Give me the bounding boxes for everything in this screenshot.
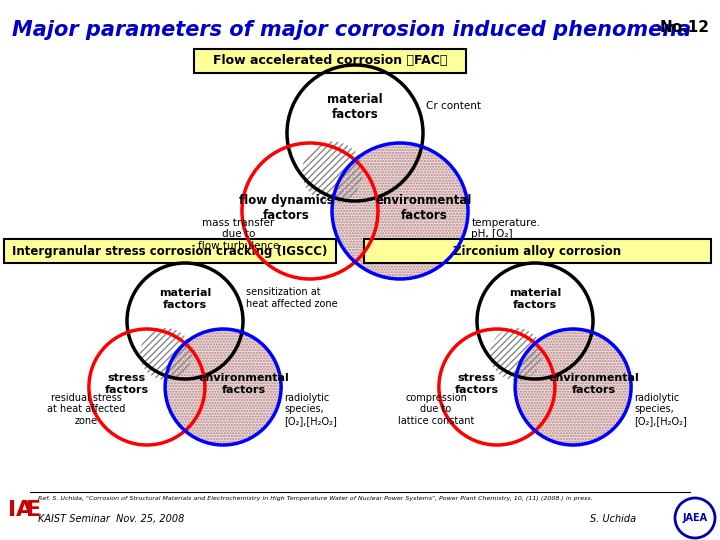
Text: sensitization at
heat affected zone: sensitization at heat affected zone xyxy=(246,287,338,308)
FancyBboxPatch shape xyxy=(4,239,336,263)
Text: No.12: No.12 xyxy=(660,20,710,35)
Circle shape xyxy=(332,143,468,279)
Text: Ref. S. Uchida, "Corrosion of Structural Materials and Electrochemistry in High : Ref. S. Uchida, "Corrosion of Structural… xyxy=(38,496,593,501)
Text: Flow accelerated corrosion （FAC）: Flow accelerated corrosion （FAC） xyxy=(213,55,447,68)
Circle shape xyxy=(515,329,631,445)
Text: radiolytic
species,
[O₂],[H₂O₂]: radiolytic species, [O₂],[H₂O₂] xyxy=(634,393,687,426)
Text: E: E xyxy=(26,500,41,520)
Text: Zirconium alloy corrosion: Zirconium alloy corrosion xyxy=(454,245,621,258)
Text: I: I xyxy=(8,500,16,520)
Text: environmental
factors: environmental factors xyxy=(198,373,289,395)
FancyBboxPatch shape xyxy=(194,49,466,73)
Text: S. Uchida: S. Uchida xyxy=(590,514,636,524)
Circle shape xyxy=(165,329,281,445)
Text: residual stress
at heat affected
zone: residual stress at heat affected zone xyxy=(47,393,125,426)
Text: KAIST Seminar  Nov. 25, 2008: KAIST Seminar Nov. 25, 2008 xyxy=(38,514,184,524)
Text: temperature.
pH, [O₂]: temperature. pH, [O₂] xyxy=(472,218,541,239)
Text: stress
factors: stress factors xyxy=(104,373,148,395)
Text: JAEA: JAEA xyxy=(683,513,708,523)
Text: Intergranular stress corrosion cracking (IGSCC): Intergranular stress corrosion cracking … xyxy=(12,245,328,258)
Text: material
factors: material factors xyxy=(327,93,383,121)
Text: radiolytic
species,
[O₂],[H₂O₂]: radiolytic species, [O₂],[H₂O₂] xyxy=(284,393,337,426)
Text: environmental
factors: environmental factors xyxy=(548,373,639,395)
Text: material
factors: material factors xyxy=(509,288,561,310)
Text: stress
factors: stress factors xyxy=(454,373,499,395)
Text: material
factors: material factors xyxy=(159,288,211,310)
FancyBboxPatch shape xyxy=(364,239,711,263)
Text: compression
due to
lattice constant: compression due to lattice constant xyxy=(398,393,474,426)
Text: A: A xyxy=(16,500,33,520)
Text: Cr content: Cr content xyxy=(426,101,482,111)
Text: mass transfer
due to
flow turbulence: mass transfer due to flow turbulence xyxy=(198,218,279,251)
Text: Major parameters of major corrosion induced phenomena: Major parameters of major corrosion indu… xyxy=(12,20,691,40)
Text: environmental
factors: environmental factors xyxy=(376,194,472,221)
Text: flow dynamics
factors: flow dynamics factors xyxy=(239,194,333,221)
